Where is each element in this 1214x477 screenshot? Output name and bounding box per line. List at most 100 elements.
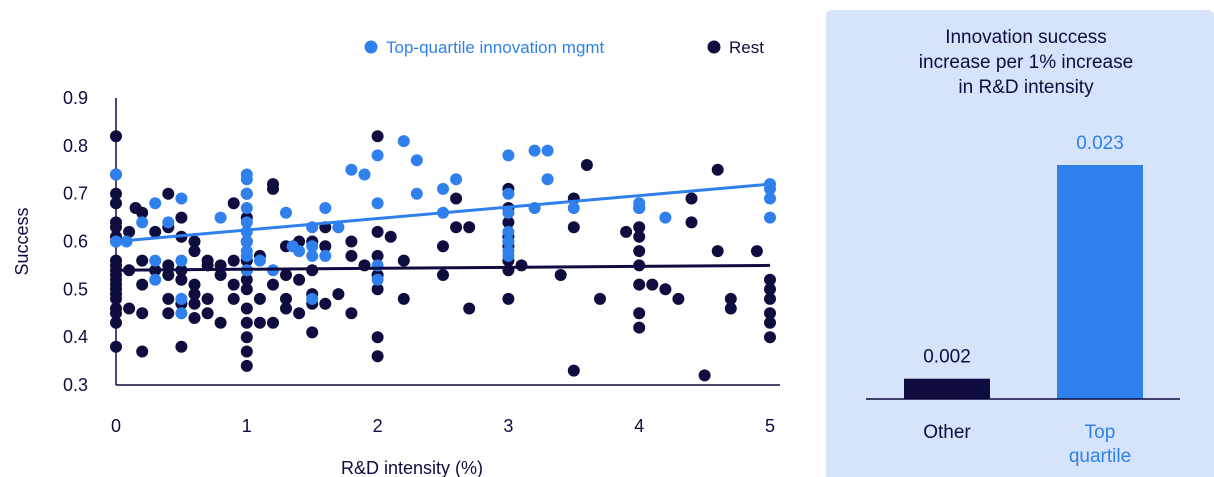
- data-point-rest: [397, 292, 410, 305]
- y-tick-label: 0.8: [63, 136, 88, 156]
- data-point-rest: [162, 269, 175, 281]
- data-point-rest: [240, 316, 253, 329]
- data-point-rest: [567, 221, 580, 234]
- data-point-top-quartile: [240, 216, 253, 229]
- data-point-top-quartile: [345, 163, 358, 176]
- data-point-rest: [214, 269, 227, 281]
- legend-label-top-quartile: Top-quartile innovation mgmt: [386, 38, 605, 57]
- data-point-top-quartile: [502, 249, 515, 262]
- data-point-rest: [240, 302, 253, 315]
- data-point-rest: [371, 331, 384, 344]
- data-point-rest: [162, 307, 175, 320]
- data-point-rest: [515, 259, 528, 272]
- x-tick-label: 4: [634, 416, 644, 436]
- data-point-rest: [293, 273, 306, 286]
- data-point-rest: [698, 369, 711, 382]
- data-point-rest: [633, 307, 646, 320]
- data-point-top-quartile: [410, 187, 423, 200]
- data-point-rest: [110, 187, 122, 200]
- data-point-rest: [188, 278, 201, 291]
- data-point-top-quartile: [175, 254, 188, 267]
- data-point-rest: [110, 197, 122, 210]
- data-point-rest: [188, 312, 201, 324]
- data-point-top-quartile: [162, 216, 175, 229]
- data-point-rest: [750, 245, 763, 258]
- data-point-rest: [764, 331, 776, 344]
- data-point-top-quartile: [319, 202, 332, 214]
- data-point-top-quartile: [240, 249, 253, 262]
- data-point-top-quartile: [502, 149, 515, 162]
- data-point-rest: [450, 192, 463, 205]
- bar-chart-title-line: increase per 1% increase: [919, 52, 1133, 73]
- data-point-rest: [633, 245, 646, 258]
- data-point-top-quartile: [371, 149, 384, 162]
- data-point-rest: [162, 187, 175, 200]
- data-point-rest: [345, 249, 358, 262]
- data-point-rest: [175, 211, 188, 224]
- legend: Top-quartile innovation mgmt Rest: [364, 38, 764, 57]
- data-point-rest: [345, 307, 358, 320]
- data-point-top-quartile: [149, 197, 162, 210]
- data-point-rest: [110, 340, 122, 353]
- data-point-rest: [764, 273, 776, 286]
- data-point-rest: [201, 292, 214, 305]
- data-point-top-quartile: [541, 144, 554, 157]
- y-tick-label: 0.5: [63, 279, 88, 299]
- bar-chart: Innovation success increase per 1% increa…: [866, 27, 1180, 467]
- bar-chart-title-line: in R&D intensity: [958, 77, 1094, 98]
- data-point-rest: [240, 283, 253, 296]
- data-point-rest: [253, 316, 266, 329]
- data-point-rest: [110, 316, 122, 329]
- data-point-rest: [633, 221, 646, 234]
- data-point-top-quartile: [240, 187, 253, 200]
- data-point-top-quartile: [371, 197, 384, 210]
- data-point-top-quartile: [175, 292, 188, 305]
- data-point-top-quartile: [253, 254, 266, 267]
- data-point-top-quartile: [240, 202, 253, 214]
- data-point-rest: [724, 292, 737, 305]
- data-point-top-quartile: [541, 173, 554, 186]
- bar-value-label: 0.023: [1076, 133, 1124, 154]
- data-point-rest: [580, 159, 593, 171]
- data-point-rest: [384, 230, 397, 243]
- bar-chart-title-line: Innovation success: [945, 27, 1107, 48]
- data-point-top-quartile: [502, 206, 515, 219]
- data-point-top-quartile: [371, 273, 384, 286]
- series-top-quartile: [110, 135, 776, 320]
- data-point-top-quartile: [149, 273, 162, 286]
- scatter-chart: 0.3 0.4 0.5 0.6 0.7 0.8 0.9 0 1 2 3 4 5 R&D intensity…: [12, 38, 780, 477]
- data-point-rest: [267, 316, 279, 329]
- data-point-rest: [227, 292, 240, 305]
- data-point-rest: [319, 297, 332, 310]
- data-point-top-quartile: [764, 192, 776, 205]
- legend-label-rest: Rest: [729, 38, 764, 57]
- data-point-rest: [371, 283, 384, 296]
- data-point-rest: [711, 163, 724, 176]
- data-point-rest: [136, 307, 149, 320]
- data-point-top-quartile: [214, 211, 227, 224]
- data-point-rest: [567, 364, 580, 377]
- data-point-rest: [123, 225, 136, 238]
- legend-marker-rest: [707, 40, 721, 54]
- data-point-top-quartile: [136, 216, 149, 229]
- data-point-top-quartile: [306, 292, 319, 305]
- data-point-rest: [450, 221, 463, 234]
- data-point-rest: [280, 269, 292, 281]
- data-point-rest: [227, 254, 240, 267]
- trend-line-rest: [115, 263, 771, 272]
- data-point-top-quartile: [410, 154, 423, 167]
- data-point-rest: [136, 278, 149, 291]
- y-tick-label: 0.4: [63, 327, 88, 347]
- data-point-rest: [293, 307, 306, 320]
- data-point-top-quartile: [293, 245, 306, 258]
- data-point-rest: [502, 292, 515, 305]
- series-rest: [110, 130, 776, 382]
- data-point-rest: [110, 130, 122, 143]
- data-point-rest: [437, 269, 449, 281]
- data-point-top-quartile: [528, 144, 541, 157]
- data-point-rest: [227, 278, 240, 291]
- data-point-rest: [267, 178, 279, 191]
- data-point-rest: [280, 302, 292, 315]
- x-tick-label: 0: [111, 416, 121, 436]
- data-point-rest: [110, 221, 122, 234]
